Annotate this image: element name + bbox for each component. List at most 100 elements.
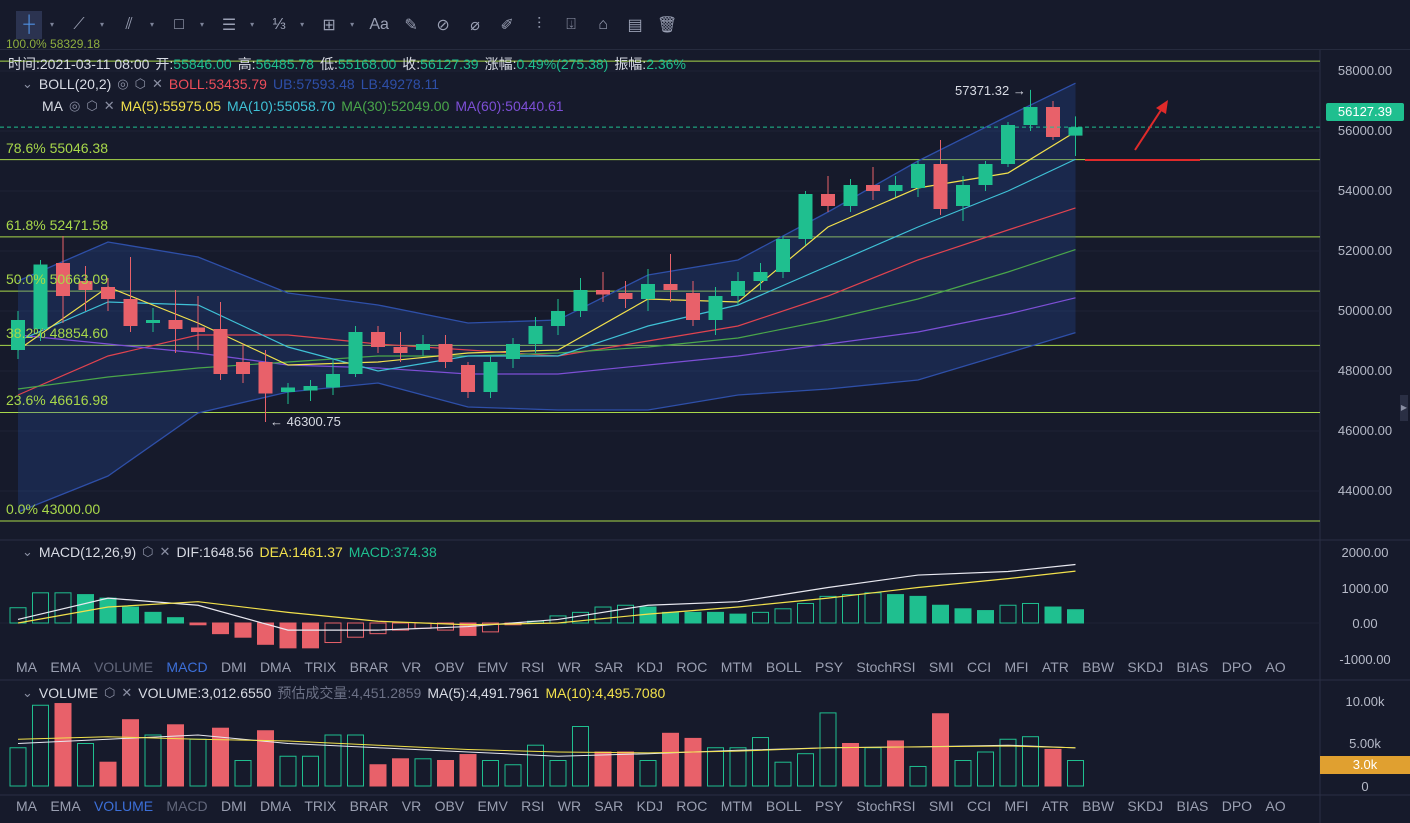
indicator-tab-emv[interactable]: EMV xyxy=(477,798,508,814)
indicator-tab-trix[interactable]: TRIX xyxy=(304,798,337,814)
dropdown-caret-icon[interactable]: ▾ xyxy=(150,20,155,29)
dropdown-caret-icon[interactable]: ▾ xyxy=(50,20,55,29)
indicator-tab-dpo[interactable]: DPO xyxy=(1221,659,1253,675)
indicator-tab-trix[interactable]: TRIX xyxy=(304,659,337,675)
fib-lines-icon[interactable]: ☰ xyxy=(221,16,237,34)
ruler-icon[interactable]: ⌀ xyxy=(470,16,480,34)
indicator-tab-atr[interactable]: ATR xyxy=(1041,798,1069,814)
indicator-tab-dma[interactable]: DMA xyxy=(259,659,292,675)
indicator-tab-bias[interactable]: BIAS xyxy=(1176,798,1209,814)
indicator-tab-emv[interactable]: EMV xyxy=(477,659,508,675)
dropdown-caret-icon[interactable]: ▾ xyxy=(250,20,255,29)
indicator-tab-sar[interactable]: SAR xyxy=(594,798,624,814)
text-icon[interactable]: Aa xyxy=(369,15,389,33)
indicator-tab-dmi[interactable]: DMI xyxy=(220,659,247,675)
indicator-tab-atr[interactable]: ATR xyxy=(1041,659,1069,675)
close-icon[interactable]: ✕ xyxy=(159,544,171,559)
indicator-tab-rsi[interactable]: RSI xyxy=(521,659,545,675)
indicator-tab-psy[interactable]: PSY xyxy=(815,659,844,675)
candle-body xyxy=(416,344,430,350)
collapse-chevron-icon[interactable]: ⌄ xyxy=(22,685,33,700)
indicator-tab-ao[interactable]: AO xyxy=(1265,659,1286,675)
indicator-tab-vr[interactable]: VR xyxy=(401,659,422,675)
indicator-tab-smi[interactable]: SMI xyxy=(928,798,954,814)
indicator-tab-macd[interactable]: MACD xyxy=(166,659,208,675)
indicator-tab-bias[interactable]: BIAS xyxy=(1176,659,1209,675)
indicator-tab-stochrsi[interactable]: StochRSI xyxy=(856,659,916,675)
indicator-tab-mtm[interactable]: MTM xyxy=(720,798,753,814)
indicator-tab-roc[interactable]: ROC xyxy=(676,659,708,675)
collapse-chevron-icon[interactable]: ⌄ xyxy=(22,544,33,559)
indicator-tab-skdj[interactable]: SKDJ xyxy=(1127,798,1164,814)
indicator-tab-psy[interactable]: PSY xyxy=(815,798,844,814)
volume-axis-label: 0 xyxy=(1361,779,1369,794)
indicator-tab-roc[interactable]: ROC xyxy=(676,798,708,814)
indicator-tab-wr[interactable]: WR xyxy=(557,659,582,675)
indicator-tab-volume[interactable]: VOLUME xyxy=(93,798,154,814)
indicator-tab-ma[interactable]: MA xyxy=(16,798,37,814)
indicator-tab-macd[interactable]: MACD xyxy=(166,798,208,814)
indicator-tab-bbw[interactable]: BBW xyxy=(1082,798,1115,814)
bookmark-icon[interactable]: ⌂ xyxy=(598,15,608,33)
indicator-tab-dpo[interactable]: DPO xyxy=(1221,798,1253,814)
indicator-tab-vr[interactable]: VR xyxy=(401,798,422,814)
dropdown-caret-icon[interactable]: ▾ xyxy=(350,20,355,29)
indicator-tab-dma[interactable]: DMA xyxy=(259,798,292,814)
dropdown-caret-icon[interactable]: ▾ xyxy=(300,20,305,29)
indicator-tab-dmi[interactable]: DMI xyxy=(220,798,247,814)
eye-icon[interactable]: ◎ xyxy=(69,98,81,113)
settings-icon[interactable]: ⬡ xyxy=(142,544,154,559)
indicator-tab-smi[interactable]: SMI xyxy=(928,659,954,675)
trash-icon[interactable]: 🗑 xyxy=(656,16,678,34)
indicator-tab-boll[interactable]: BOLL xyxy=(765,798,802,814)
close-icon[interactable]: ✕ xyxy=(151,76,163,91)
indicator-tab-obv[interactable]: OBV xyxy=(434,659,465,675)
indicator-tab-mtm[interactable]: MTM xyxy=(720,659,753,675)
settings-icon[interactable]: ⬡ xyxy=(86,98,98,113)
indicator-tab-kdj[interactable]: KDJ xyxy=(636,659,663,675)
close-icon[interactable]: ✕ xyxy=(121,685,133,700)
indicator-tab-cci[interactable]: CCI xyxy=(967,659,992,675)
dropdown-caret-icon[interactable]: ▾ xyxy=(100,20,105,29)
collapse-chevron-icon[interactable]: ⌄ xyxy=(22,76,33,91)
settings-icon[interactable]: ⬡ xyxy=(134,76,146,91)
indicator-tab-wr[interactable]: WR xyxy=(557,798,582,814)
indicator-tab-brar[interactable]: BRAR xyxy=(349,798,389,814)
indicator-tab-ao[interactable]: AO xyxy=(1265,798,1286,814)
crosshair-icon[interactable]: ┼ xyxy=(16,10,42,39)
parallel-line-icon[interactable]: ⫽ xyxy=(125,15,133,33)
indicator-tab-bbw[interactable]: BBW xyxy=(1082,659,1115,675)
dropdown-caret-icon[interactable]: ▾ xyxy=(200,20,205,29)
indicator-tab-mfi[interactable]: MFI xyxy=(1004,798,1029,814)
link-icon[interactable]: ⊘ xyxy=(436,16,450,34)
indicator-tab-skdj[interactable]: SKDJ xyxy=(1127,659,1164,675)
trend-line-icon[interactable]: ⟋ xyxy=(73,15,85,33)
eye-icon[interactable]: ◎ xyxy=(117,76,129,91)
indicator-tab-ema[interactable]: EMA xyxy=(50,659,81,675)
indicator-tab-obv[interactable]: OBV xyxy=(434,798,465,814)
indicator-tab-kdj[interactable]: KDJ xyxy=(636,798,663,814)
brush-icon[interactable]: ✐ xyxy=(500,16,514,34)
indicator-tab-ma[interactable]: MA xyxy=(16,659,37,675)
candles-icon[interactable]: ⫶ xyxy=(537,15,542,33)
indicator-tab-brar[interactable]: BRAR xyxy=(349,659,389,675)
measure-icon[interactable]: ⊞ xyxy=(322,16,336,34)
lock-icon[interactable]: ⍗ xyxy=(566,15,576,33)
fraction-icon[interactable]: ⅓ xyxy=(272,15,286,33)
eraser-icon[interactable]: ✎ xyxy=(404,16,418,34)
candle-body xyxy=(146,320,160,323)
indicator-tab-boll[interactable]: BOLL xyxy=(765,659,802,675)
indicator-tab-sar[interactable]: SAR xyxy=(594,659,624,675)
chart-canvas[interactable] xyxy=(0,50,1410,823)
indicator-tab-rsi[interactable]: RSI xyxy=(521,798,545,814)
close-icon[interactable]: ✕ xyxy=(103,98,115,113)
indicator-tab-ema[interactable]: EMA xyxy=(50,798,81,814)
indicator-tab-cci[interactable]: CCI xyxy=(967,798,992,814)
settings-icon[interactable]: ⬡ xyxy=(104,685,116,700)
expand-panel-icon[interactable]: ▶ xyxy=(1400,395,1408,421)
indicator-tab-stochrsi[interactable]: StochRSI xyxy=(856,798,916,814)
indicator-tab-mfi[interactable]: MFI xyxy=(1004,659,1029,675)
indicator-tab-volume[interactable]: VOLUME xyxy=(93,659,154,675)
notes-icon[interactable]: ▤ xyxy=(627,16,643,34)
rectangle-icon[interactable]: □ xyxy=(174,15,184,33)
